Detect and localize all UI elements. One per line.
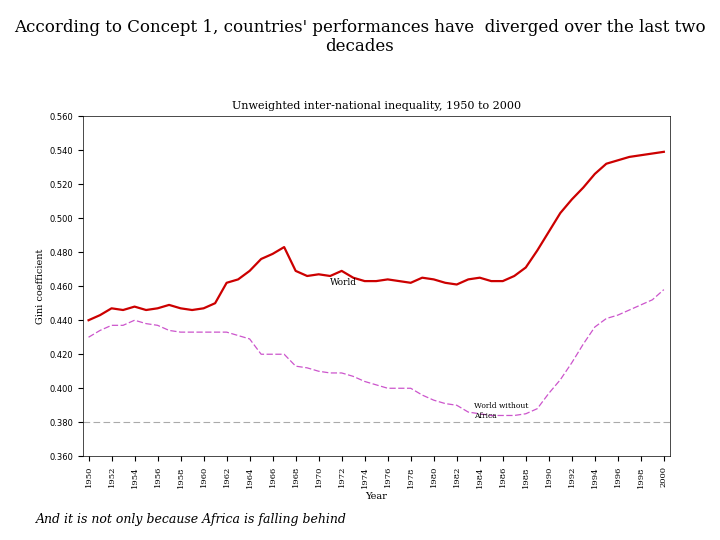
Text: decades: decades <box>325 38 395 55</box>
Text: According to Concept 1, countries' performances have  diverged over the last two: According to Concept 1, countries' perfo… <box>14 19 706 36</box>
Y-axis label: Gini coefficient: Gini coefficient <box>36 248 45 324</box>
Text: World without
Africa: World without Africa <box>474 402 528 420</box>
Title: Unweighted inter-national inequality, 1950 to 2000: Unweighted inter-national inequality, 19… <box>232 101 521 111</box>
Text: World: World <box>330 278 357 287</box>
Text: And it is not only because Africa is falling behind: And it is not only because Africa is fal… <box>36 514 347 526</box>
X-axis label: Year: Year <box>365 492 387 501</box>
